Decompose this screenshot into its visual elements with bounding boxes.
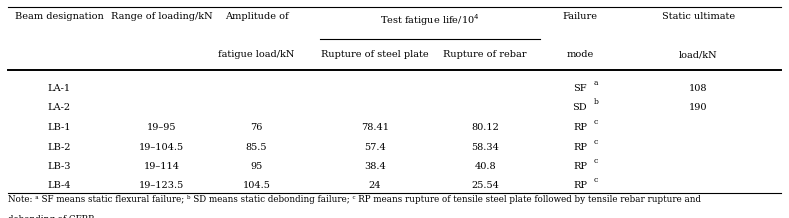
Text: 76: 76 — [250, 123, 263, 132]
Text: LB-3: LB-3 — [47, 162, 71, 171]
Text: c: c — [594, 157, 598, 165]
Text: load/kN: load/kN — [679, 50, 717, 59]
Text: a: a — [594, 79, 599, 87]
Text: Rupture of steel plate: Rupture of steel plate — [321, 50, 428, 59]
Text: Test fatigue life/10$^4$: Test fatigue life/10$^4$ — [380, 12, 480, 28]
Text: RP: RP — [573, 181, 587, 190]
Text: LA-1: LA-1 — [47, 84, 71, 93]
Text: Beam designation: Beam designation — [15, 12, 103, 21]
Text: Amplitude of: Amplitude of — [225, 12, 288, 21]
Text: 190: 190 — [689, 103, 708, 112]
Text: 19–123.5: 19–123.5 — [139, 181, 185, 190]
Text: LB-2: LB-2 — [47, 143, 71, 152]
Text: RP: RP — [573, 123, 587, 132]
Text: Note: ᵃ SF means static flexural failure; ᵇ SD means static debonding failure; ᶜ: Note: ᵃ SF means static flexural failure… — [8, 195, 701, 204]
Text: SD: SD — [573, 103, 587, 112]
Text: 78.41: 78.41 — [361, 123, 389, 132]
Text: 95: 95 — [250, 162, 263, 171]
Text: fatigue load/kN: fatigue load/kN — [219, 50, 294, 59]
Text: mode: mode — [567, 50, 593, 59]
Text: Failure: Failure — [563, 12, 597, 21]
Text: Rupture of rebar: Rupture of rebar — [443, 50, 527, 59]
Text: LA-2: LA-2 — [47, 103, 71, 112]
Text: 80.12: 80.12 — [471, 123, 499, 132]
Text: RP: RP — [573, 143, 587, 152]
Text: 104.5: 104.5 — [242, 181, 271, 190]
Text: SF: SF — [573, 84, 587, 93]
Text: RP: RP — [573, 162, 587, 171]
Text: 57.4: 57.4 — [364, 143, 386, 152]
Text: b: b — [594, 99, 599, 106]
Text: 19–114: 19–114 — [144, 162, 180, 171]
Text: c: c — [594, 118, 598, 126]
Text: 85.5: 85.5 — [245, 143, 267, 152]
Text: 25.54: 25.54 — [471, 181, 499, 190]
Text: 58.34: 58.34 — [471, 143, 499, 152]
Text: LB-1: LB-1 — [47, 123, 71, 132]
Text: 19–104.5: 19–104.5 — [139, 143, 185, 152]
Text: 38.4: 38.4 — [364, 162, 386, 171]
Text: c: c — [594, 176, 598, 184]
Text: 108: 108 — [689, 84, 708, 93]
Text: Static ultimate: Static ultimate — [662, 12, 735, 21]
Text: Range of loading/kN: Range of loading/kN — [111, 12, 212, 21]
Text: debonding of CFRP.: debonding of CFRP. — [8, 215, 95, 218]
Text: LB-4: LB-4 — [47, 181, 71, 190]
Text: 24: 24 — [368, 181, 381, 190]
Text: 19–95: 19–95 — [147, 123, 177, 132]
Text: c: c — [594, 138, 598, 146]
Text: 40.8: 40.8 — [474, 162, 496, 171]
